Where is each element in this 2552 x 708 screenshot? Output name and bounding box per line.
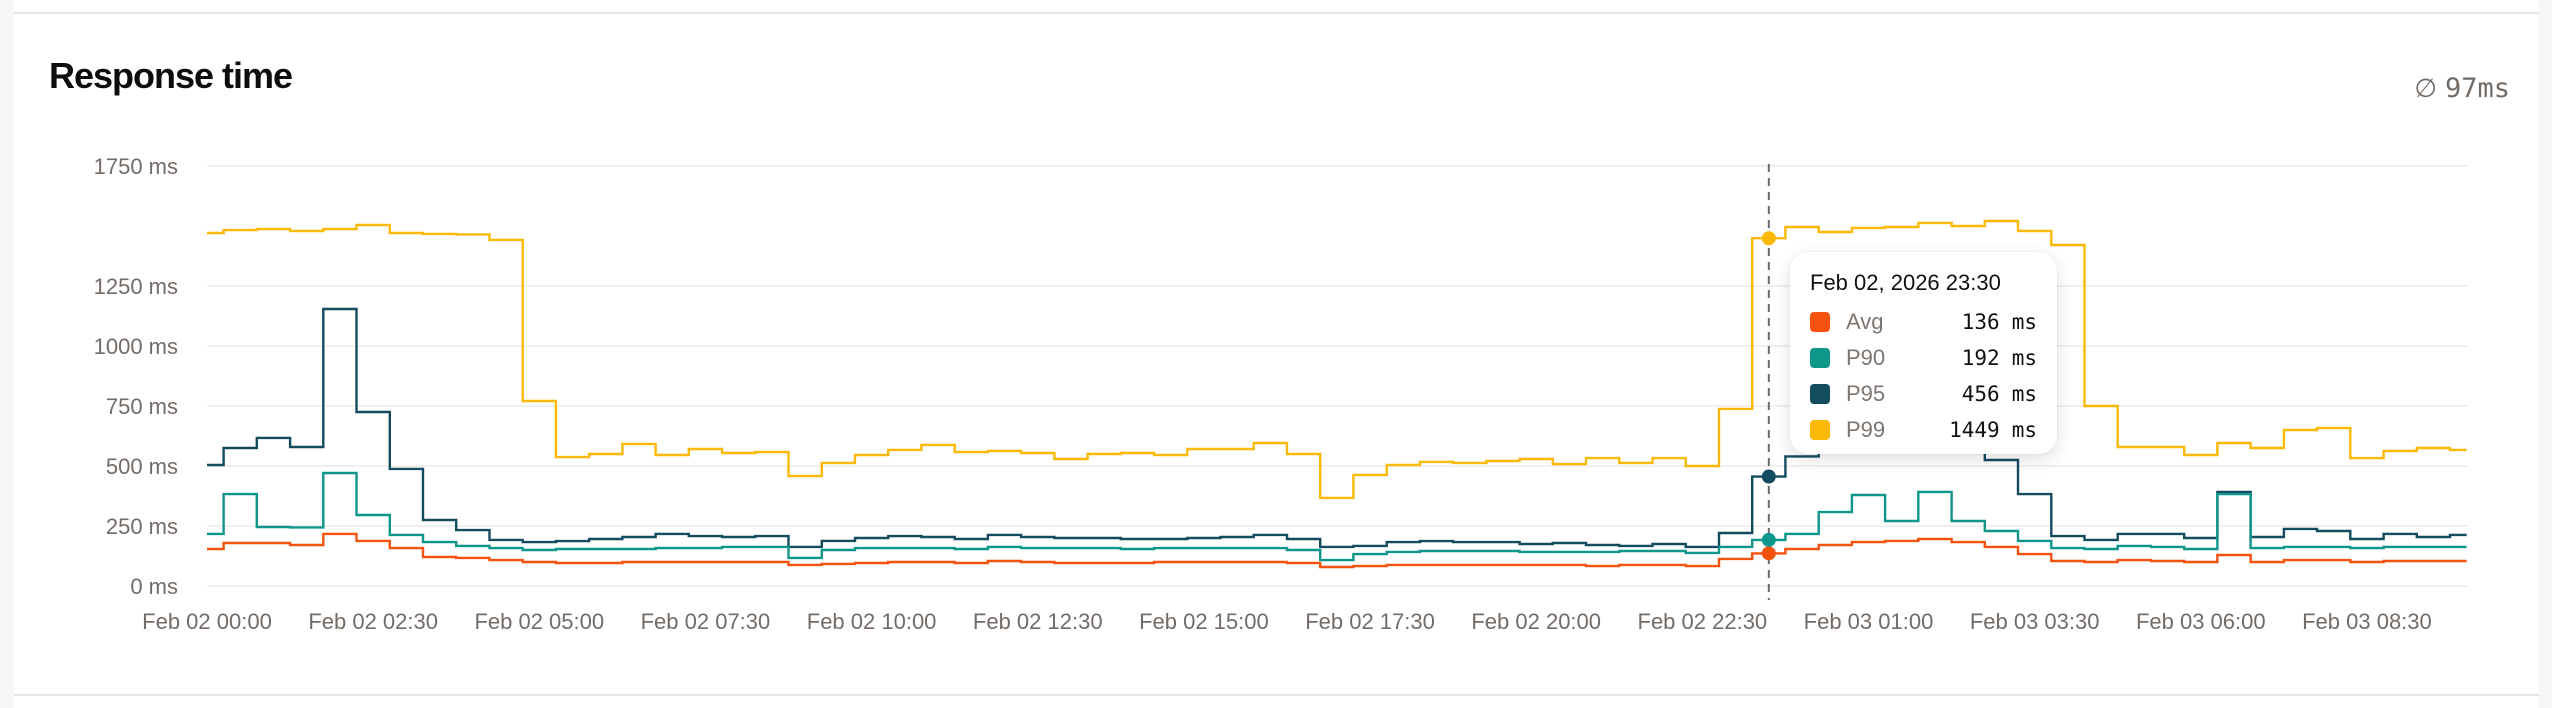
x-tick-label: Feb 03 06:00 — [2136, 609, 2266, 634]
series-line-p95 — [207, 307, 2467, 549]
x-tick-label: Feb 02 17:30 — [1305, 609, 1435, 634]
tooltip-series-unit: ms — [2011, 418, 2037, 442]
tooltip-series-unit: ms — [2011, 382, 2037, 406]
p95-swatch-icon — [1810, 384, 1830, 404]
y-tick-label: 500 ms — [106, 454, 178, 479]
y-axis-labels: 0 ms 250 ms 500 ms 750 ms 1000 ms 1250 ms 1750… — [94, 154, 178, 599]
x-tick-label: Feb 03 03:30 — [1970, 609, 2100, 634]
tooltip-series-value: 456 — [1961, 382, 2000, 406]
tooltip-series-value: 136 — [1961, 310, 2000, 334]
chart-tooltip: Feb 02, 2026 23:30 Avg 136 ms P90 192 ms… — [1790, 252, 2057, 454]
x-tick-label: Feb 02 02:30 — [308, 609, 438, 634]
x-tick-label: Feb 02 15:00 — [1139, 609, 1269, 634]
x-tick-label: Feb 02 20:00 — [1471, 609, 1601, 634]
tooltip-series-value: 192 — [1961, 346, 2000, 370]
p99-swatch-icon — [1810, 420, 1830, 440]
y-tick-label: 0 ms — [130, 574, 178, 599]
tooltip-series-value: 1449 — [1949, 418, 2000, 442]
hover-dot-p95-icon — [1761, 469, 1776, 484]
tooltip-series-name: Avg — [1846, 309, 1884, 334]
x-axis-labels: Feb 02 00:00 Feb 02 02:30 Feb 02 05:00 Feb … — [142, 609, 2432, 634]
chart-series — [207, 219, 2467, 569]
y-tick-label: 250 ms — [106, 514, 178, 539]
average-summary: ∅ 97ms — [2414, 73, 2510, 105]
y-tick-label: 750 ms — [106, 394, 178, 419]
hover-points — [1761, 231, 1776, 561]
x-tick-label: Feb 02 00:00 — [142, 609, 272, 634]
previous-card — [14, 0, 2539, 14]
next-card — [14, 696, 2539, 708]
tooltip-series-unit: ms — [2011, 346, 2037, 370]
tooltip-row-p99: P99 1449 ms — [1810, 412, 2037, 448]
x-tick-label: Feb 03 01:00 — [1804, 609, 1934, 634]
y-tick-label: 1250 ms — [94, 274, 178, 299]
tooltip-series-unit: ms — [2011, 310, 2037, 334]
x-tick-label: Feb 02 07:30 — [641, 609, 771, 634]
tooltip-series-name: P99 — [1846, 417, 1886, 442]
tooltip-title: Feb 02, 2026 23:30 — [1810, 270, 2001, 295]
tooltip-row-avg: Avg 136 ms — [1810, 304, 2037, 340]
tooltip-series-name: P90 — [1846, 345, 1886, 370]
tooltip-row-p90: P90 192 ms — [1810, 340, 2037, 376]
y-tick-label: 1000 ms — [94, 334, 178, 359]
hover-dot-p99-icon — [1761, 231, 1776, 246]
average-icon: ∅ — [2414, 74, 2437, 104]
avg-swatch-icon — [1810, 312, 1830, 332]
chart-gridlines — [207, 165, 2467, 587]
tooltip-row-p95: P95 456 ms — [1810, 376, 2037, 412]
series-line-p90 — [207, 471, 2467, 562]
hover-dot-avg-icon — [1761, 546, 1776, 561]
p90-swatch-icon — [1810, 348, 1830, 368]
response-time-card — [14, 14, 2539, 696]
tooltip-series-name: P95 — [1846, 381, 1886, 406]
y-tick-label: 1750 ms — [94, 154, 178, 179]
x-tick-label: Feb 02 12:30 — [973, 609, 1103, 634]
series-line-p99 — [207, 219, 2467, 500]
series-line-avg — [207, 532, 2467, 569]
card-title: Response time — [49, 55, 293, 96]
average-value: 97ms — [2444, 73, 2510, 104]
x-tick-label: Feb 02 05:00 — [474, 609, 604, 634]
x-tick-label: Feb 02 22:30 — [1638, 609, 1768, 634]
x-tick-label: Feb 02 10:00 — [807, 609, 937, 634]
x-tick-label: Feb 03 08:30 — [2302, 609, 2432, 634]
hover-dot-p90-icon — [1761, 532, 1776, 547]
